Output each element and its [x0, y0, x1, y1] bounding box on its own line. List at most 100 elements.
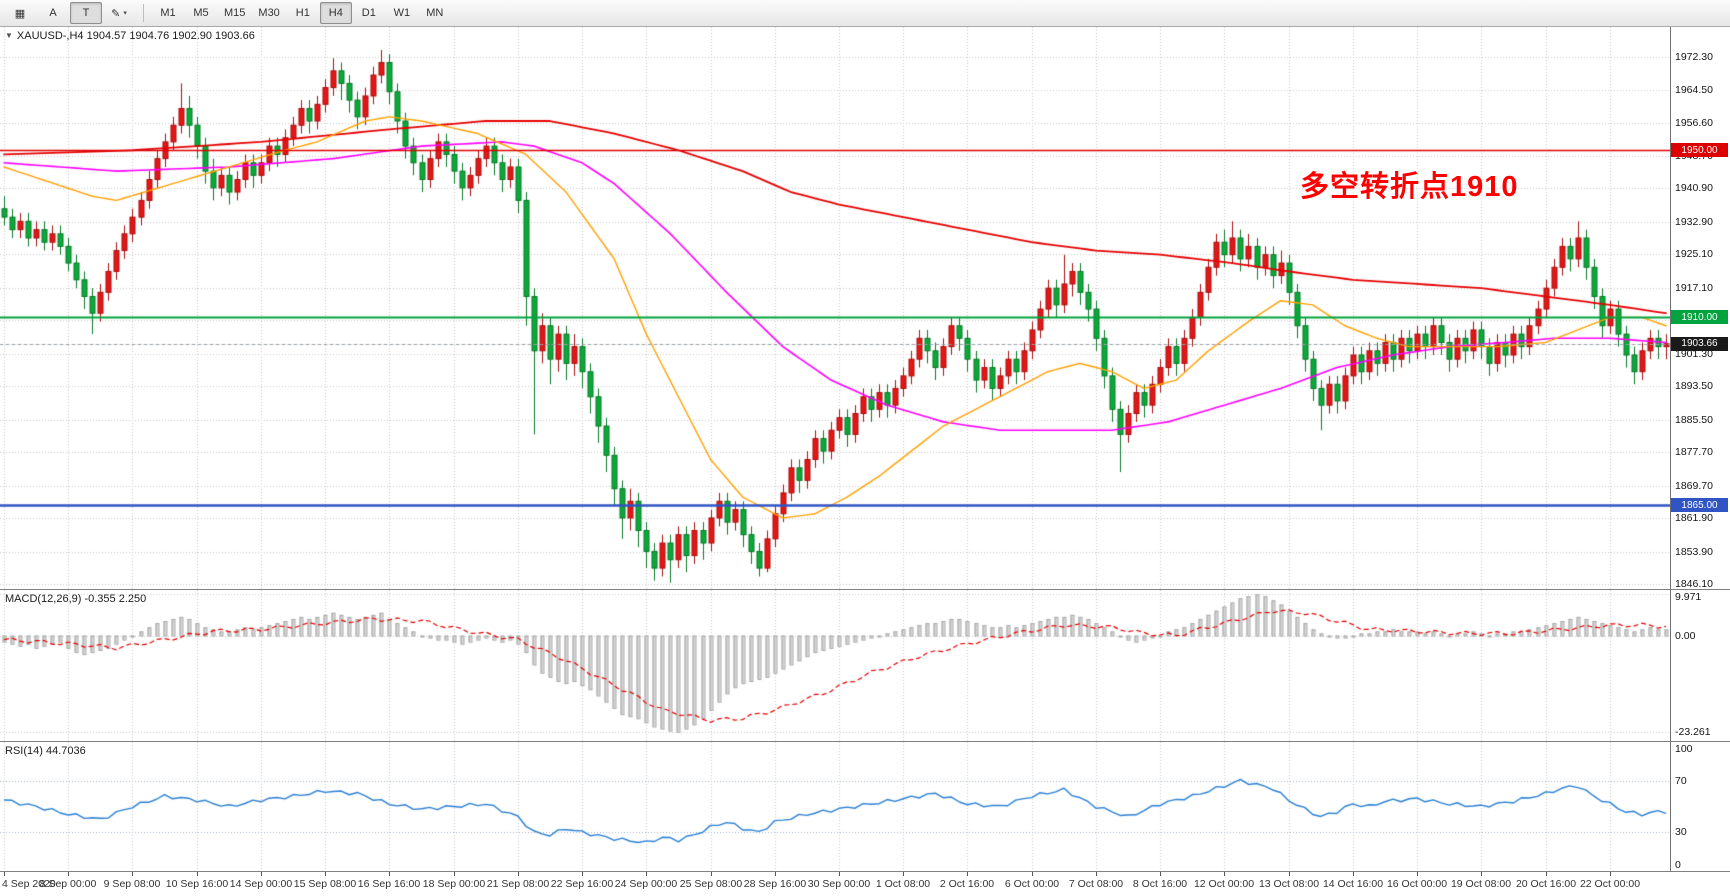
time-tick-mark [582, 872, 583, 876]
time-axis-label: 1 Oct 08:00 [875, 878, 931, 890]
time-axis-label: 15 Sep 08:00 [293, 878, 357, 890]
time-tick-mark [454, 872, 455, 876]
timeframe-m5-button[interactable]: M5 [193, 7, 209, 19]
text-tool-button[interactable]: T [70, 2, 102, 24]
toolbar: ▦ A T ✎ ▾ M1 M5 M15 M30 H1 H4 D1 W1 MN [0, 0, 1730, 27]
chart-window-icon[interactable]: ▦ [14, 7, 26, 20]
time-axis-label: 19 Oct 08:00 [1450, 878, 1512, 890]
toolbar-separator [143, 4, 144, 22]
time-tick-mark [1417, 872, 1418, 876]
time-tick-mark [1546, 872, 1547, 876]
time-axis-label: 16 Sep 16:00 [357, 878, 421, 890]
price-tick-label: 1853.90 [1675, 545, 1713, 558]
time-axis-label: 7 Oct 08:00 [1068, 878, 1124, 890]
macd-canvas[interactable] [0, 590, 1670, 741]
dropdown-caret-icon: ▾ [123, 10, 127, 17]
time-axis-label: 6 Oct 00:00 [1004, 878, 1060, 890]
pane-splitter-2[interactable] [0, 741, 1730, 742]
time-axis-label: 14 Sep 00:00 [229, 878, 293, 890]
rsi-tick-label: 70 [1675, 774, 1687, 787]
rsi-canvas[interactable] [0, 742, 1670, 871]
price-tick-label: 1940.90 [1675, 182, 1713, 195]
timeframe-m1-button[interactable]: M1 [160, 7, 176, 19]
time-tick-mark [261, 872, 262, 876]
price-tick-label: 1893.50 [1675, 380, 1713, 393]
hline-price-badge[interactable]: 1910.00 [1671, 310, 1728, 325]
time-tick-mark [646, 872, 647, 876]
chart-area: ▼ XAUUSD-,H4 1904.57 1904.76 1902.90 1903… [0, 27, 1730, 896]
timeframe-h4-button[interactable]: H4 [319, 2, 352, 24]
macd-header: MACD(12,26,9) -0.355 2.250 [5, 593, 147, 605]
time-tick-mark [197, 872, 198, 876]
candlestick-canvas[interactable] [0, 27, 1670, 589]
time-tick-mark [1289, 872, 1290, 876]
timeframe-d1-button[interactable]: D1 [361, 7, 376, 19]
time-axis-label: 2 Oct 16:00 [939, 878, 995, 890]
time-axis-label: 9 Sep 08:00 [103, 878, 161, 890]
time-tick-mark [1610, 872, 1611, 876]
time-tick-mark [518, 872, 519, 876]
chart-symbol-header: ▼ XAUUSD-,H4 1904.57 1904.76 1902.90 1903… [5, 30, 255, 42]
macd-pane: MACD(12,26,9) -0.355 2.250 9.971 0.00 -23.… [0, 590, 1730, 741]
main-chart-pane: ▼ XAUUSD-,H4 1904.57 1904.76 1902.90 1903… [0, 27, 1730, 591]
time-tick-mark [967, 872, 968, 876]
timeframe-m30-button[interactable]: M30 [258, 7, 280, 19]
time-axis-label: 4 Sep 2020 [2, 878, 56, 890]
time-axis-label: 14 Oct 16:00 [1322, 878, 1384, 890]
time-tick-mark [903, 872, 904, 876]
time-axis-label: 13 Oct 08:00 [1258, 878, 1320, 890]
pane-splitter-1[interactable] [0, 589, 1730, 590]
rsi-pane: RSI(14) 44.7036 100 70 30 0 [0, 742, 1730, 871]
bid-price-badge: 1903.66 [1671, 336, 1728, 351]
time-tick-mark [68, 872, 69, 876]
price-tick-label: 1964.50 [1675, 83, 1713, 96]
time-tick-mark [132, 872, 133, 876]
timeframe-h1-button[interactable]: H1 [295, 7, 310, 19]
time-tick-mark [4, 872, 5, 876]
cursor-tool-button[interactable]: A [49, 7, 57, 19]
time-tick-mark [839, 872, 840, 876]
time-tick-mark [389, 872, 390, 876]
time-axis-label: 22 Sep 16:00 [550, 878, 614, 890]
price-tick-label: 1925.10 [1675, 248, 1713, 261]
price-tick-label: 1972.30 [1675, 51, 1713, 64]
time-tick-mark [711, 872, 712, 876]
time-axis-label: 20 Oct 16:00 [1515, 878, 1577, 890]
time-axis-label: 12 Oct 00:00 [1193, 878, 1255, 890]
time-axis-label: 10 Sep 16:00 [165, 878, 229, 890]
price-tick-label: 1861.90 [1675, 512, 1713, 525]
timeframe-m15-button[interactable]: M15 [224, 7, 246, 19]
price-tick-label: 1846.10 [1675, 578, 1713, 591]
time-tick-mark [1160, 872, 1161, 876]
time-tick-mark [1032, 872, 1033, 876]
time-axis-label: 22 Oct 00:00 [1579, 878, 1641, 890]
macd-tick-label: 0.00 [1675, 629, 1696, 642]
price-tick-label: 1869.70 [1675, 479, 1713, 492]
macd-tick-label: -23.261 [1675, 725, 1711, 738]
draw-tool-button[interactable]: ✎ ▾ [111, 7, 127, 20]
rsi-tick-label: 0 [1675, 859, 1681, 871]
toolbar-buttons: ▦ A T ✎ ▾ [4, 2, 135, 24]
price-tick-label: 1877.70 [1675, 446, 1713, 459]
rsi-tick-label: 30 [1675, 826, 1687, 839]
chart-shift-icon[interactable]: ▼ [5, 31, 13, 40]
trend-annotation-text[interactable]: 多空转折点1910 [1300, 171, 1519, 203]
time-axis-label: 30 Sep 00:00 [807, 878, 871, 890]
time-tick-mark [325, 872, 326, 876]
rsi-tick-label: 100 [1675, 743, 1693, 755]
hline-price-badge[interactable]: 1865.00 [1671, 498, 1728, 513]
time-axis-label: 8 Oct 16:00 [1132, 878, 1188, 890]
timeframe-mn-button[interactable]: MN [426, 7, 444, 19]
hline-price-badge[interactable]: 1950.00 [1671, 143, 1728, 158]
time-axis-label: 21 Sep 08:00 [486, 878, 550, 890]
time-axis-label: 25 Sep 08:00 [679, 878, 743, 890]
rsi-header: RSI(14) 44.7036 [5, 745, 86, 757]
time-axis[interactable]: 4 Sep 2020 8 Sep 00:00 9 Sep 08:00 10 Sep 1… [0, 871, 1730, 896]
time-tick-mark [775, 872, 776, 876]
price-tick-label: 1917.10 [1675, 281, 1713, 294]
price-tick-label: 1932.90 [1675, 215, 1713, 228]
timeframe-w1-button[interactable]: W1 [393, 7, 411, 19]
time-axis-label: 18 Sep 00:00 [422, 878, 486, 890]
price-tick-label: 1885.50 [1675, 413, 1713, 426]
